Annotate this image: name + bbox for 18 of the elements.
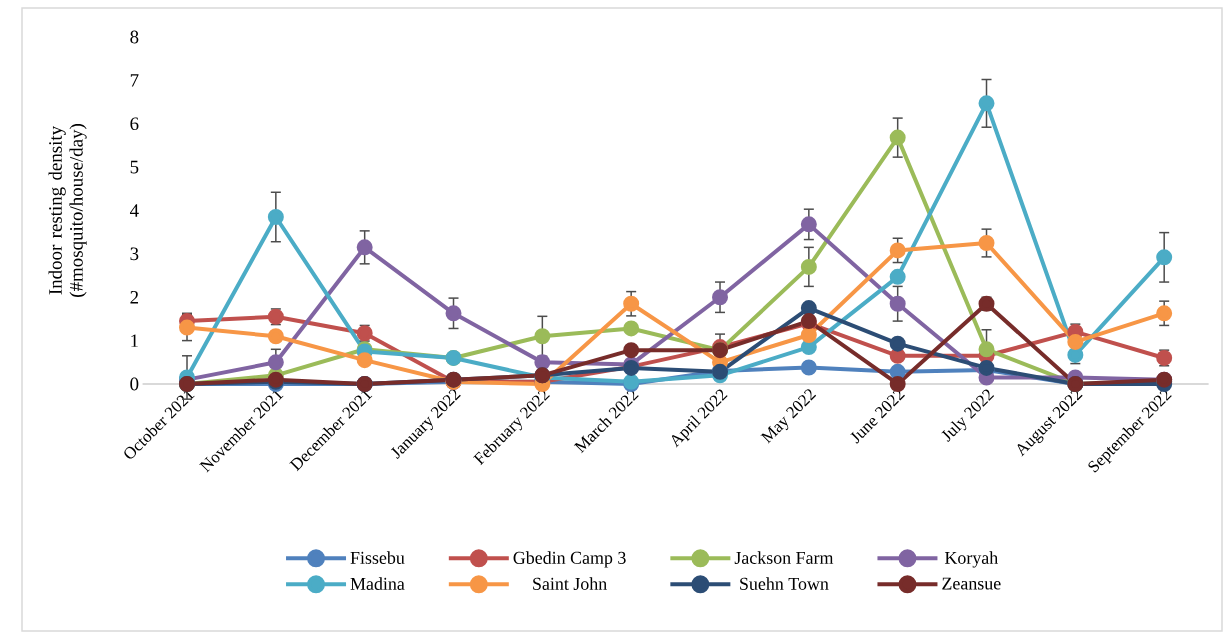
legend-label: Zeansue [942, 577, 1001, 590]
legend-label: Fissebu [350, 551, 405, 564]
legend-label: Gbedin Camp 3 [513, 551, 626, 568]
legend-label: Madina [350, 577, 405, 590]
y-axis-title: Indoor resting density (#mosquito/house/day) [48, 124, 87, 297]
y-tick-label: 4 [129, 204, 139, 217]
y-tick-label: 0 [130, 377, 139, 391]
y-tick-label: 5 [130, 160, 139, 174]
legend-label: Koryah [944, 551, 998, 568]
y-tick-label: 3 [130, 247, 139, 261]
y-tick-label: 8 [130, 30, 139, 44]
y-tick-label: 2 [130, 290, 139, 304]
y-tick-label: 7 [130, 74, 139, 87]
y-tick-label: 6 [130, 117, 139, 131]
legend-label: Jackson Farm [734, 551, 834, 564]
y-tick-label: 1 [131, 334, 138, 347]
legend-label: Saint John [533, 577, 607, 590]
legend-label: Suehn Town [740, 577, 829, 590]
